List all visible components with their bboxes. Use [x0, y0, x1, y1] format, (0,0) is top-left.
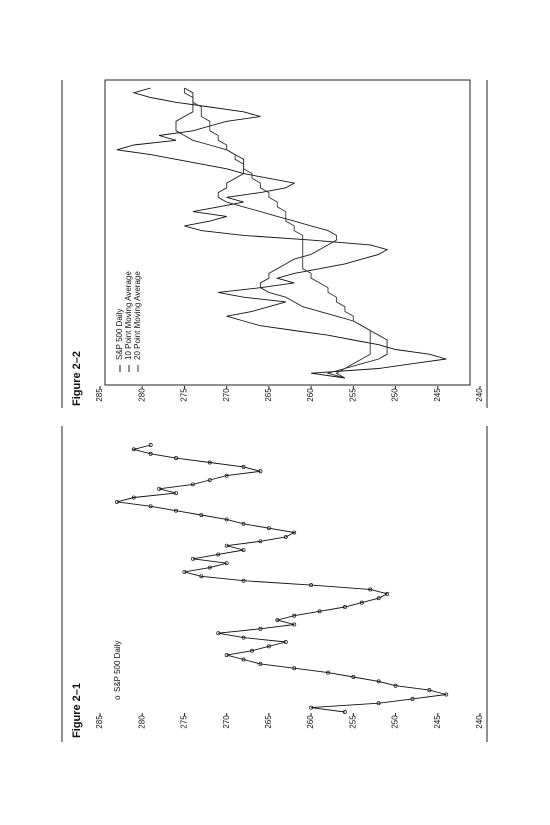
data-point: [148, 504, 153, 509]
y-tick-label: 245: [433, 388, 442, 402]
data-point: [148, 443, 153, 447]
legend-label: 10 Point Moving Average: [124, 271, 133, 360]
data-point: [292, 622, 297, 627]
y-tick-label: 275: [180, 715, 189, 729]
series-line: [116, 87, 447, 379]
series-line: [116, 444, 447, 713]
data-point: [131, 495, 136, 500]
data-point: [376, 596, 381, 601]
data-point: [258, 469, 263, 474]
data-point: [427, 688, 432, 693]
y-tick-label: 250: [391, 388, 400, 402]
data-point: [224, 543, 229, 548]
data-point: [148, 451, 153, 456]
data-point: [207, 460, 212, 465]
data-point: [309, 705, 314, 710]
data-point: [157, 486, 162, 491]
data-point: [368, 587, 373, 592]
data-point: [174, 456, 178, 461]
data-point: [241, 521, 246, 526]
data-point: [444, 692, 449, 697]
chart-title: Figure 2–2: [71, 351, 83, 406]
data-point: [283, 534, 288, 539]
y-tick-label: 265: [264, 388, 273, 402]
data-point: [351, 675, 356, 679]
data-point: [410, 696, 415, 701]
data-point: [326, 670, 330, 675]
legend-marker: o: [113, 695, 122, 700]
y-tick-label: 245: [433, 715, 442, 729]
data-point: [241, 657, 246, 662]
data-point: [216, 552, 221, 557]
data-point: [275, 618, 280, 623]
data-point: [317, 609, 322, 614]
data-point: [376, 701, 381, 706]
y-tick-label: 260: [306, 715, 315, 729]
series-line: [183, 88, 371, 379]
y-tick-label: 280: [137, 715, 146, 729]
plot-frame: [104, 79, 471, 386]
data-point: [292, 530, 297, 535]
y-tick-label: 250: [391, 715, 400, 729]
data-point: [241, 635, 246, 640]
y-tick-label: 285: [95, 388, 104, 402]
y-tick-label: 260: [306, 388, 315, 402]
y-tick-label: 255: [348, 388, 357, 402]
data-point: [342, 710, 347, 714]
data-point: [190, 482, 195, 487]
data-point: [241, 548, 246, 552]
data-point: [174, 491, 178, 496]
data-point: [266, 644, 271, 649]
y-tick-label: 280: [137, 388, 146, 402]
y-tick-label: 270: [222, 388, 231, 402]
data-point: [283, 640, 288, 644]
legend-label: S&P 500 Daily: [113, 641, 122, 692]
data-point: [258, 626, 263, 631]
data-point: [224, 473, 229, 478]
data-point: [376, 679, 381, 684]
data-point: [241, 578, 246, 583]
data-point: [190, 556, 195, 561]
data-point: [207, 478, 212, 482]
data-point: [250, 648, 254, 653]
data-point: [224, 653, 229, 658]
data-point: [266, 526, 271, 531]
y-tick-label: 240: [475, 715, 484, 729]
data-point: [241, 464, 246, 469]
data-point: [385, 591, 390, 596]
data-point: [393, 683, 398, 688]
y-tick-label: 265: [264, 715, 273, 729]
data-point: [174, 508, 178, 513]
legend-label: S&P 500 Daily: [115, 309, 124, 360]
y-tick-label: 255: [348, 715, 357, 729]
y-tick-label: 285: [95, 715, 104, 729]
data-point: [199, 574, 204, 579]
data-point: [309, 583, 314, 588]
data-point: [207, 565, 212, 570]
data-point: [292, 613, 297, 618]
data-point: [224, 561, 229, 566]
data-point: [342, 605, 347, 609]
data-point: [182, 569, 187, 574]
data-point: [224, 517, 229, 522]
data-point: [292, 666, 297, 671]
data-point: [258, 539, 263, 544]
y-tick-label: 270: [222, 715, 231, 729]
series-line: [175, 87, 388, 379]
chart-title: Figure 2–1: [71, 683, 83, 738]
y-tick-label: 275: [180, 388, 189, 402]
data-point: [131, 447, 136, 452]
y-tick-label: 240: [475, 388, 484, 402]
data-point: [114, 499, 119, 504]
data-point: [258, 661, 263, 666]
data-point: [359, 600, 364, 605]
data-point: [216, 631, 221, 636]
legend-label: 20 Point Moving Average: [133, 271, 142, 360]
data-point: [199, 513, 204, 517]
